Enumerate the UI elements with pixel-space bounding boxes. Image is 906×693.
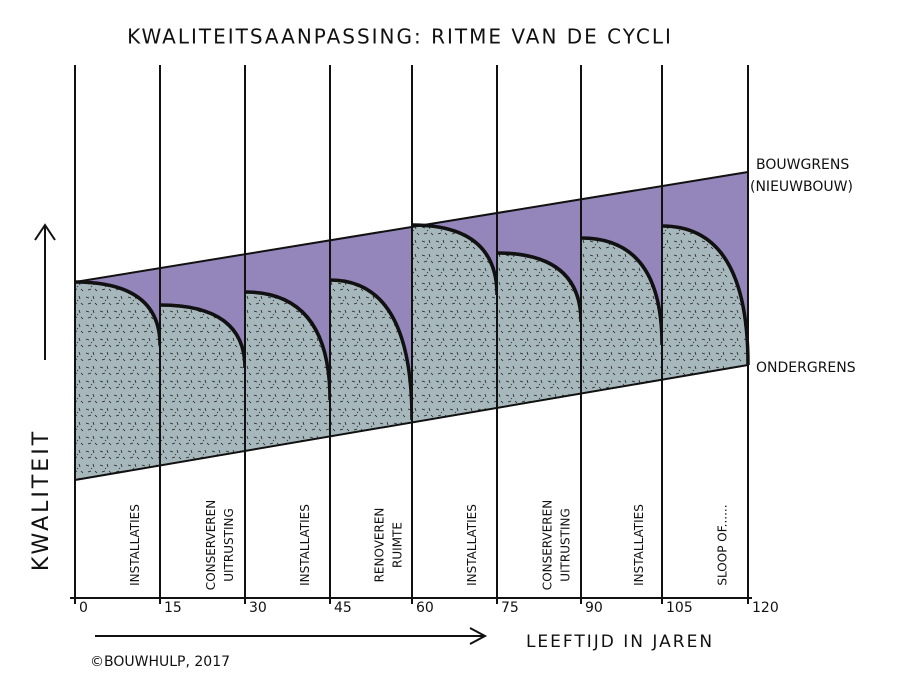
title: KWALITEITSAANPASSING: RITME VAN DE CYCLI	[127, 25, 673, 49]
aging-curve	[580, 236, 664, 346]
intervention-label: CONSERVEREN	[204, 500, 218, 590]
intervention-label: CONSERVEREN	[541, 500, 555, 590]
x-arrow-head	[469, 627, 488, 645]
aging-curve	[244, 290, 332, 401]
columns: 0 15 30 45 60 75 90 105 120 INSTALLATIES CONSERVER…	[74, 65, 779, 616]
aging-area	[662, 226, 748, 380]
upper-limit-label: BOUWGRENS	[756, 157, 849, 173]
aging-curve	[661, 224, 750, 366]
upper-limit-label: (NIEUWBOUW)	[750, 179, 853, 195]
y-label: KWALITEIT	[29, 429, 54, 571]
x-tick-label: 0	[79, 600, 88, 616]
intervention-label: RENOVEREN	[373, 508, 387, 583]
x-tick-label: 60	[416, 600, 434, 616]
x-tick-label: 45	[334, 600, 352, 616]
aging-area	[497, 253, 581, 408]
intervention-label: SLOOP OF......	[716, 504, 730, 585]
y-arrow-head	[34, 223, 56, 241]
aging-area	[245, 292, 330, 451]
intervention-label: RUIMTE	[391, 522, 405, 568]
aging-curve	[74, 280, 162, 346]
aging-area	[160, 305, 245, 466]
x-label: LEEFTIJD IN JAREN	[526, 632, 714, 652]
x-tick-label: 75	[501, 600, 519, 616]
aging-area	[330, 280, 412, 437]
intervention-label: UITRUSTING	[222, 508, 236, 582]
x-tick-label: 15	[164, 600, 182, 616]
x-tick-label: 90	[585, 600, 603, 616]
intervention-label: INSTALLATIES	[632, 504, 646, 586]
aging-curve	[496, 251, 583, 323]
x-tick-label: 120	[752, 600, 779, 616]
aging-area	[581, 238, 662, 394]
intervention-label: INSTALLATIES	[298, 504, 312, 586]
lower-limit-label: ONDERGRENS	[756, 360, 856, 376]
x-tick-label: 105	[666, 600, 693, 616]
intervention-label: INSTALLATIES	[465, 504, 479, 586]
aging-curve	[411, 223, 499, 296]
aging-area	[75, 282, 160, 480]
credit: ©BOUWHULP, 2017	[90, 654, 230, 670]
intervention-label: UITRUSTING	[559, 508, 573, 582]
x-tick-label: 30	[249, 600, 267, 616]
intervention-label: INSTALLATIES	[128, 504, 142, 586]
aging-curve	[159, 303, 247, 369]
aging-curve	[329, 278, 414, 421]
quality-curves	[74, 223, 750, 480]
aging-area	[412, 225, 497, 423]
